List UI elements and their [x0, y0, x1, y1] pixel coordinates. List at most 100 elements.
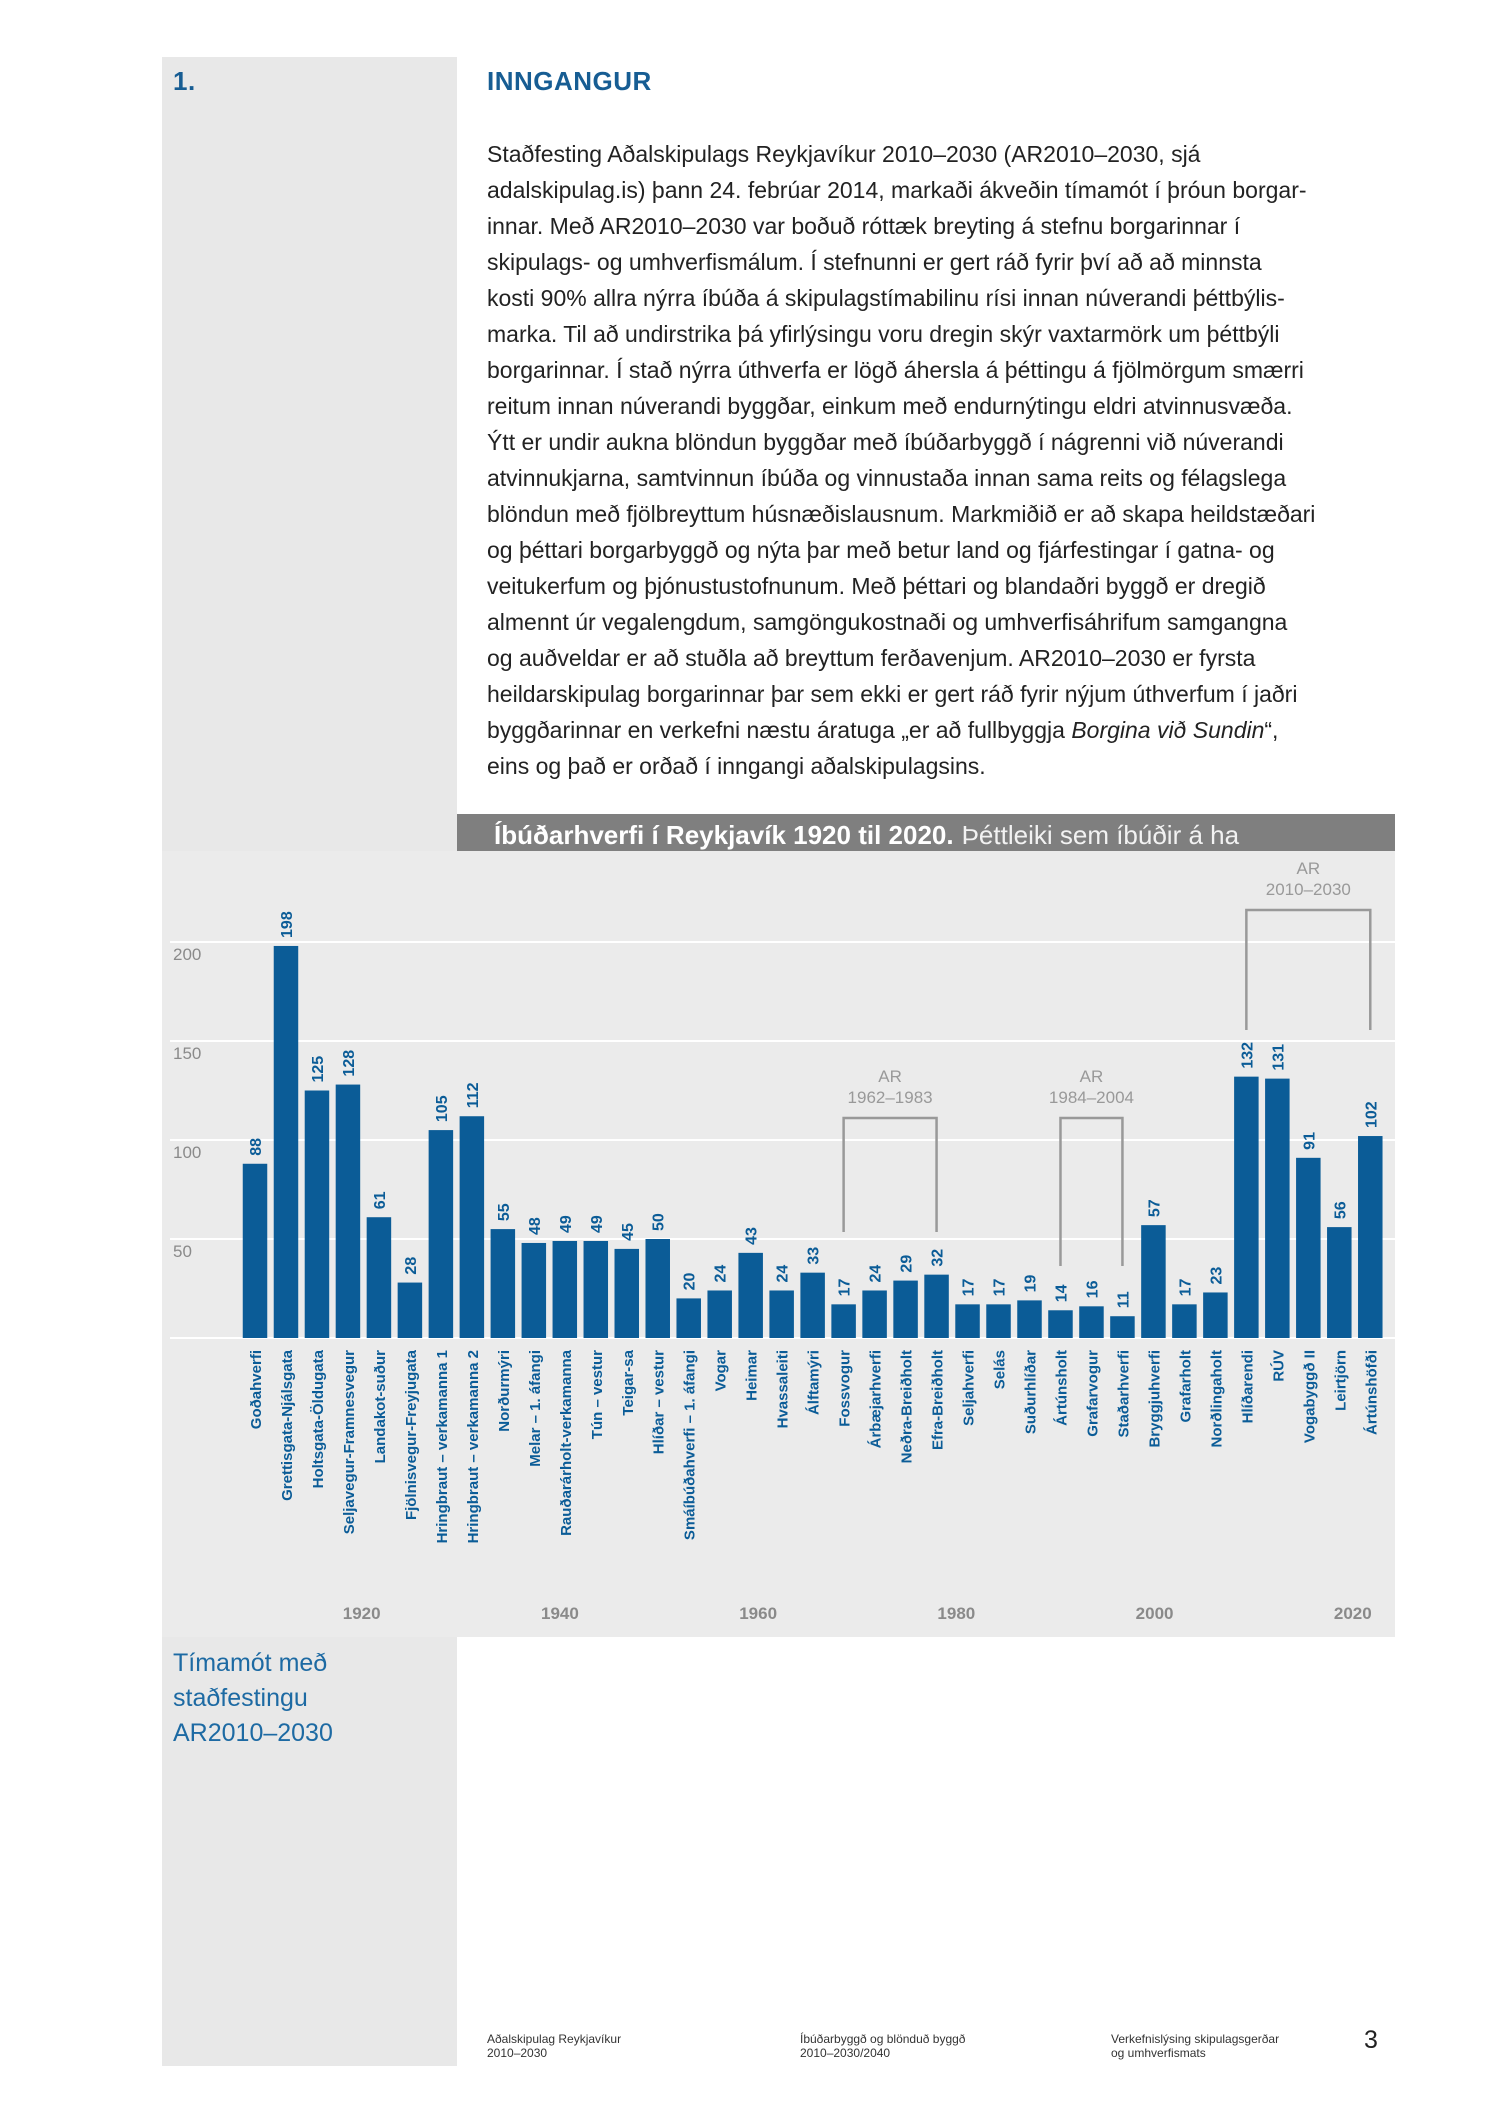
text-line: reitum innan núverandi byggðar, einkum m…: [487, 393, 1293, 419]
value-label: 102: [1363, 1101, 1380, 1128]
value-label: 55: [496, 1203, 513, 1221]
bar: [1017, 1300, 1042, 1338]
sidebar-note: Tímamót með staðfestingu AR2010–2030: [173, 1646, 333, 1751]
time-tick-label: 2020: [1334, 1604, 1372, 1623]
time-tick-label: 1980: [937, 1604, 975, 1623]
bar: [955, 1304, 980, 1338]
footer-line: 2010–2030: [487, 2046, 548, 2060]
text-line: skipulags- og umhverfismálum. Í stefnunn…: [487, 249, 1262, 275]
time-tick-label: 1960: [739, 1604, 777, 1623]
text-line: adalskipulag.is) þann 24. febrúar 2014, …: [487, 177, 1307, 203]
category-label: Landakot-suður: [372, 1350, 389, 1463]
category-label: Goðahverfi: [248, 1350, 265, 1429]
bar: [769, 1290, 794, 1338]
category-label: Suðurhlíðar: [1023, 1350, 1040, 1434]
footer-line: Verkefnislýsing skipulagsgerðar: [1111, 2032, 1280, 2046]
footer-column: Verkefnislýsing skipulagsgerðar og umhver…: [1111, 2032, 1279, 2060]
category-label: Vogar: [713, 1350, 730, 1392]
bar: [924, 1274, 949, 1338]
bar: [676, 1298, 701, 1338]
y-tick-label: 150: [173, 1044, 201, 1063]
time-tick-label: 1940: [541, 1604, 579, 1623]
value-label: 43: [744, 1227, 761, 1245]
bar: [242, 1163, 268, 1338]
bar: [614, 1248, 640, 1338]
note-line: Tímamót með: [173, 1649, 328, 1677]
value-label: 88: [248, 1138, 265, 1156]
category-label: Seljavegur-Framnesvegur: [341, 1350, 358, 1534]
note-line: AR2010–2030: [173, 1719, 333, 1747]
note-line: staðfestingu: [173, 1684, 308, 1712]
category-label: Smáíbúðahverfi – 1. áfangi: [682, 1350, 699, 1540]
time-tick-label: 2000: [1136, 1604, 1174, 1623]
category-label: Hvassaleiti: [775, 1350, 792, 1428]
annotation-label: 1962–1983: [848, 1088, 933, 1107]
value-label: 33: [806, 1247, 823, 1265]
bracket: [1245, 908, 1372, 1030]
value-label: 57: [1146, 1199, 1163, 1217]
category-label: Fjölnisvegur-Freyjugata: [403, 1349, 420, 1520]
bar: [831, 1304, 856, 1338]
italic-text: Borgina við Sundin: [1071, 717, 1265, 743]
bar: [552, 1240, 578, 1338]
bar: [645, 1239, 670, 1338]
bar: [1141, 1225, 1166, 1338]
bar: [1265, 1078, 1290, 1338]
text-line: Staðfesting Aðalskipulags Reykjavíkur 20…: [487, 141, 1201, 167]
value-label: 24: [775, 1265, 792, 1283]
value-label: 20: [682, 1273, 699, 1291]
category-label: Grafarholt: [1177, 1350, 1194, 1423]
category-label: Rauðarárholt-verkamanna: [558, 1349, 575, 1536]
time-tick-label: 1920: [343, 1604, 381, 1623]
value-label: 131: [1270, 1044, 1287, 1071]
y-tick-label: 50: [173, 1242, 192, 1261]
category-label: Norðurmýri: [496, 1350, 513, 1432]
y-tick-label: 200: [173, 945, 201, 964]
bracket: [842, 1116, 938, 1232]
category-label: Teigar-sa: [620, 1349, 637, 1415]
text-line: og auðveldar er að stuðla að breyttum fe…: [487, 645, 1256, 671]
category-label: Hlíðar – vestur: [651, 1350, 668, 1454]
category-label: Ártúnshöfði: [1363, 1350, 1380, 1435]
value-label: 105: [434, 1095, 451, 1122]
footer-line: Íbúðarbyggð og blönduð byggð: [800, 2032, 966, 2046]
value-label: 48: [527, 1217, 544, 1235]
bar: [490, 1229, 516, 1338]
text-line: atvinnukjarna, samtvinnun íbúða og vinnu…: [487, 465, 1287, 491]
text-line: kosti 90% allra nýrra íbúða á skipulagst…: [487, 285, 1285, 311]
value-label: 14: [1053, 1284, 1070, 1302]
value-label: 61: [372, 1191, 389, 1209]
chart-heading: Íbúðarhverfi í Reykjavík 1920 til 2020. Þ…: [494, 820, 1240, 850]
category-label: Álftamýri: [806, 1350, 823, 1415]
value-label: 29: [899, 1255, 916, 1273]
category-label: Efra-Breiðholt: [930, 1350, 947, 1450]
value-label: 24: [868, 1265, 885, 1283]
value-label: 24: [713, 1265, 730, 1283]
bar: [1172, 1304, 1197, 1338]
text-line: marka. Til að undirstrika þá yfirlýsingu…: [487, 321, 1280, 347]
bar: [273, 945, 299, 1338]
category-label: Hringbraut – verkamanna 2: [465, 1350, 482, 1543]
text-line: byggðarinnar en verkefni næstu áratuga „…: [487, 712, 1315, 748]
value-label: 45: [620, 1223, 637, 1241]
text-line: Ýtt er undir aukna blöndun byggðar með í…: [487, 429, 1284, 455]
value-label: 50: [651, 1213, 668, 1231]
value-label: 17: [837, 1278, 854, 1296]
bar: [1079, 1306, 1104, 1338]
footer-line: 2010–2030/2040: [800, 2046, 891, 2060]
bar: [707, 1290, 732, 1338]
value-label: 198: [279, 911, 296, 938]
bar: [366, 1217, 392, 1338]
category-label: Grafarvogur: [1084, 1350, 1101, 1437]
value-label: 11: [1115, 1291, 1132, 1308]
category-label: Bryggjuhverfi: [1146, 1350, 1163, 1448]
category-label: Hringbraut – verkamanna 1: [434, 1350, 451, 1543]
text-line: veitukerfum og þjónustustofnunum. Með þé…: [487, 573, 1266, 599]
category-label: Holtsgata-Öldugata: [310, 1349, 327, 1488]
bracket: [1059, 1116, 1124, 1266]
bar: [893, 1280, 918, 1338]
bar: [583, 1240, 609, 1338]
category-label: Melar – 1. áfangi: [527, 1350, 544, 1467]
bar: [800, 1272, 825, 1338]
